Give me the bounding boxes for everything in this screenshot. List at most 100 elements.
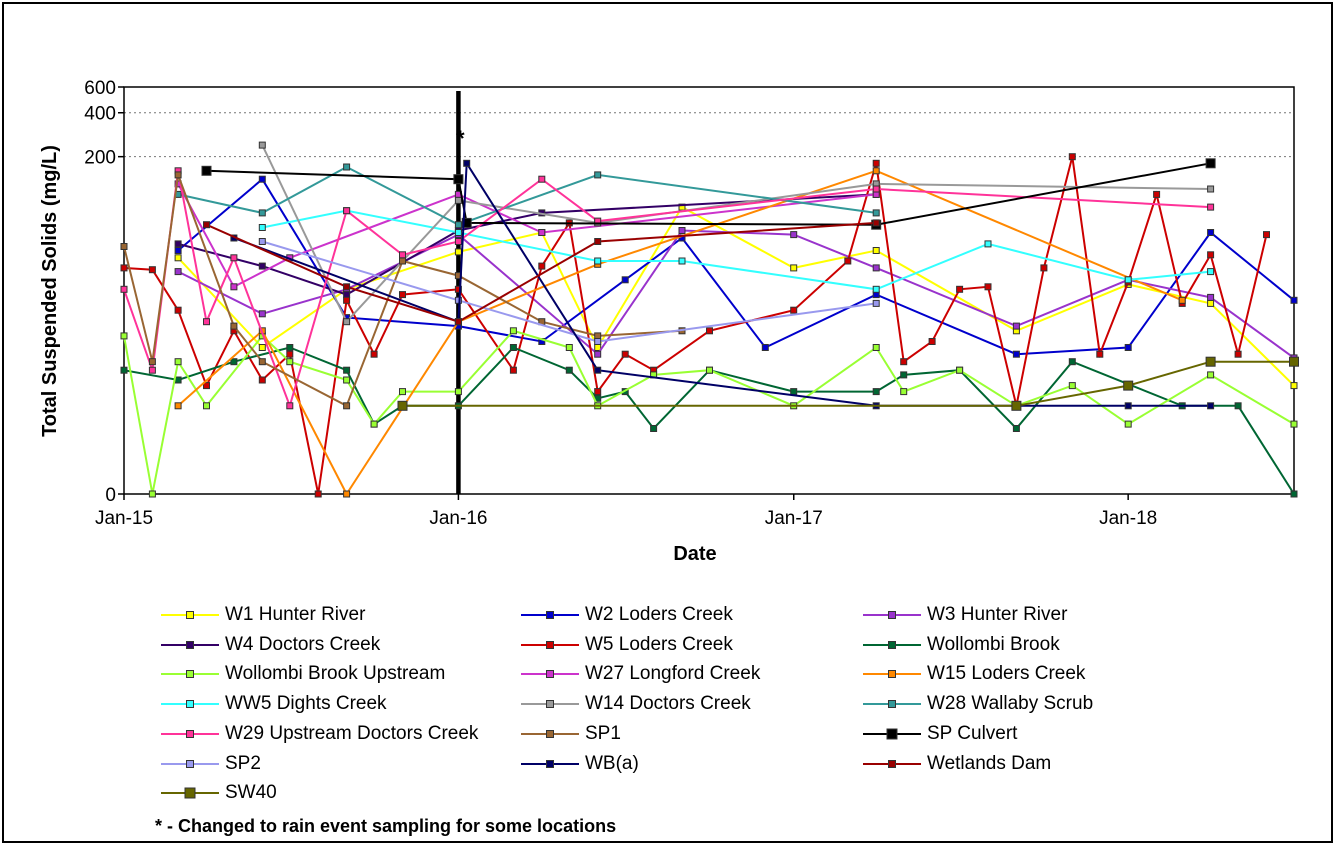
legend-item: Wollombi Brook	[861, 632, 1060, 658]
data-point	[258, 141, 266, 149]
data-point	[1153, 190, 1161, 198]
legend-item: W29 Upstream Doctors Creek	[159, 721, 478, 747]
data-point	[258, 344, 266, 351]
data-point	[678, 257, 686, 265]
legend-label: W27 Longford Creek	[585, 663, 761, 685]
data-point	[399, 251, 406, 259]
data-point	[790, 264, 798, 272]
data-point	[872, 264, 880, 272]
legend-swatch-marker	[888, 700, 896, 709]
data-point	[538, 175, 546, 183]
data-point	[1234, 350, 1242, 358]
series-line	[177, 165, 877, 226]
data-point	[621, 276, 629, 284]
legend-item: W5 Loders Creek	[519, 632, 733, 658]
data-point	[1290, 296, 1298, 304]
data-point	[594, 388, 602, 396]
data-point	[286, 350, 294, 358]
data-point	[148, 358, 156, 366]
data-point	[454, 285, 462, 293]
data-point	[343, 490, 351, 498]
data-point	[1207, 402, 1215, 410]
legend-item: SP1	[519, 721, 621, 747]
legend-swatch-marker	[888, 640, 896, 649]
data-point	[900, 388, 908, 396]
data-point	[343, 366, 351, 374]
legend-label: SP1	[585, 722, 621, 744]
data-point	[872, 185, 880, 193]
legend-label: W5 Loders Creek	[585, 633, 733, 655]
data-point	[174, 358, 182, 366]
data-point	[343, 376, 351, 384]
data-point	[594, 350, 602, 358]
data-point	[230, 358, 238, 366]
data-point	[399, 291, 406, 299]
data-point	[1012, 425, 1020, 432]
legend-item: Wetlands Dam	[861, 751, 1051, 777]
legend-label: W2 Loders Creek	[585, 604, 733, 625]
legend-swatch-marker	[546, 670, 554, 679]
data-point	[1205, 356, 1216, 367]
legend-swatch	[161, 611, 219, 619]
data-point	[148, 266, 156, 274]
legend-swatch-marker	[186, 611, 194, 619]
data-point	[678, 227, 686, 234]
data-point	[230, 283, 238, 291]
chart-plot: 0 200 400 600 Jan-15 Jan-16 Jan-17 Jan-18 Total…	[39, 78, 1299, 565]
legend-item: W3 Hunter River	[861, 602, 1067, 628]
data-point	[872, 299, 880, 307]
data-point	[565, 366, 573, 374]
legend-item: SP Culvert	[861, 721, 1017, 747]
legend-swatch	[521, 759, 579, 768]
data-point	[454, 196, 462, 204]
data-point	[1123, 380, 1134, 391]
data-point	[454, 238, 462, 245]
data-point	[650, 425, 658, 432]
legend-swatch	[521, 729, 579, 738]
data-point	[399, 257, 406, 265]
data-point	[314, 490, 322, 498]
legend-swatch-marker	[546, 700, 554, 709]
legend-swatch	[161, 729, 219, 738]
series-lines	[120, 141, 1299, 498]
data-point	[1068, 153, 1076, 161]
data-point	[1124, 276, 1132, 284]
data-point	[453, 174, 464, 185]
data-point	[872, 285, 880, 293]
data-point	[565, 344, 573, 351]
data-point	[844, 257, 852, 265]
data-point	[509, 366, 517, 374]
legend-swatch-marker	[546, 611, 554, 619]
data-point	[872, 209, 880, 217]
legend-label: SW40	[225, 782, 277, 804]
data-point	[1207, 229, 1215, 236]
data-point	[1234, 402, 1242, 410]
data-point	[343, 207, 351, 215]
data-point	[343, 318, 351, 326]
data-point	[594, 171, 602, 179]
legend-item: W1 Hunter River	[159, 602, 365, 628]
data-point	[174, 376, 182, 384]
legend-label: Wollombi Brook Upstream	[225, 663, 446, 685]
data-point	[872, 159, 880, 167]
legend-swatch	[863, 670, 921, 679]
data-point	[956, 285, 964, 293]
data-point	[258, 310, 266, 318]
legend-label: WW5 Dights Creek	[225, 693, 387, 715]
data-point	[1207, 268, 1215, 276]
legend-swatch	[863, 640, 921, 649]
data-point	[1263, 231, 1270, 239]
series-line	[262, 209, 1211, 291]
data-point	[286, 344, 294, 351]
data-point	[174, 240, 182, 248]
legend-swatch-marker	[186, 700, 194, 709]
data-point	[120, 366, 128, 374]
data-point	[258, 358, 266, 366]
footnote: * - Changed to rain event sampling for s…	[155, 816, 617, 836]
legend-item: WW5 Dights Creek	[159, 691, 387, 717]
data-point	[370, 420, 378, 428]
legend-item: Wollombi Brook Upstream	[159, 661, 445, 687]
data-point	[120, 264, 128, 272]
data-point	[872, 219, 880, 227]
legend-swatch-marker	[546, 759, 554, 768]
